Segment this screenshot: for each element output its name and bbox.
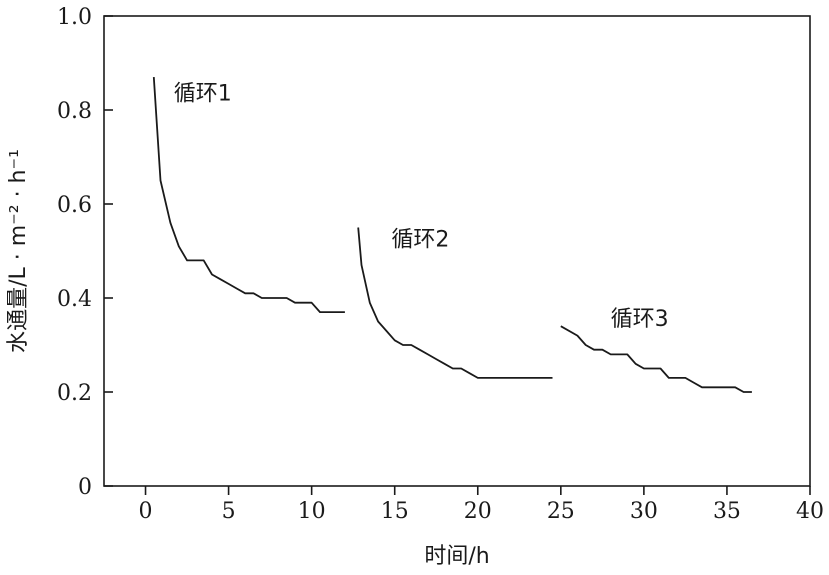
series-group: 循环1 循环2 循环3: [152, 77, 752, 393]
y-tick-label: 0.2: [57, 381, 92, 406]
x-tick-label: 10: [298, 499, 326, 524]
x-axis-ticks: 0 5 10 15 20 25 30 35 40: [139, 486, 824, 524]
x-tick-label: 35: [713, 499, 741, 524]
plot-frame: [103, 15, 811, 487]
y-tick-label: 0: [78, 475, 92, 500]
series-line-cycle-2: [357, 227, 553, 379]
x-tick-label: 20: [464, 499, 492, 524]
x-tick-label: 5: [222, 499, 236, 524]
series-label-cycle-2: 循环2: [391, 227, 449, 252]
x-tick-label: 40: [796, 499, 824, 524]
x-tick-label: 15: [381, 499, 409, 524]
y-tick-label: 0.6: [57, 193, 92, 218]
y-tick-label: 0.8: [57, 99, 92, 124]
y-axis-title: 水通量/L · m⁻² · h⁻¹: [6, 149, 31, 353]
x-tick-label: 25: [547, 499, 575, 524]
series-line-cycle-3: [560, 325, 752, 393]
series-label-cycle-1: 循环1: [174, 82, 232, 107]
x-axis-title: 时间/h: [424, 544, 489, 569]
x-tick-label: 30: [630, 499, 658, 524]
y-axis-ticks: 0 0.2 0.4 0.6 0.8 1.0: [57, 5, 113, 500]
series-line-cycle-1: [152, 77, 345, 314]
y-tick-label: 0.4: [57, 287, 92, 312]
y-tick-label: 1.0: [57, 5, 92, 30]
x-tick-label: 0: [139, 499, 153, 524]
series-label-cycle-3: 循环3: [611, 307, 669, 332]
